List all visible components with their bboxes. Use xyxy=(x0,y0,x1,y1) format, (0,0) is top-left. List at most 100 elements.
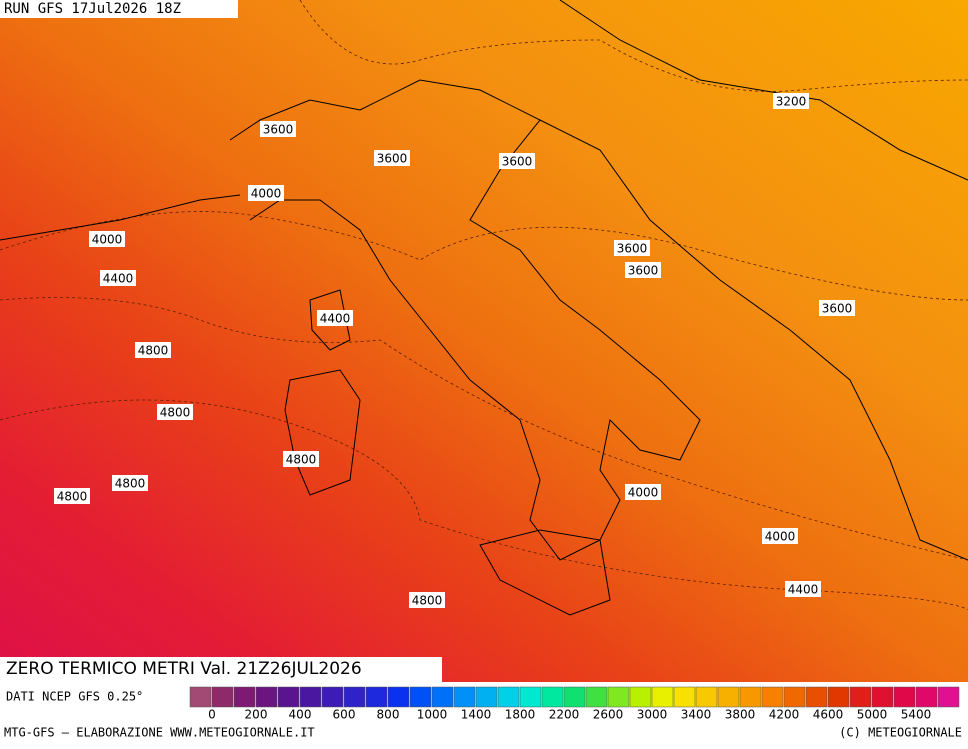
colorbar-swatch xyxy=(937,686,960,708)
source-label: DATI NCEP GFS 0.25° xyxy=(6,690,143,704)
colorbar-swatch xyxy=(541,686,564,708)
contour-labels: 3600 3600 3600 3200 4000 4000 3600 3600 4400 3600… xyxy=(54,93,855,608)
colorbar-swatch xyxy=(365,686,388,708)
contour-label-box xyxy=(614,240,650,256)
colorbar-swatch xyxy=(585,686,608,708)
colorbar: 0 200 400 600 800 1000 1400 1800 2200 2600 3000 340… xyxy=(189,686,960,722)
colorbar-swatch xyxy=(475,686,498,708)
colorbar-swatch xyxy=(387,686,410,708)
colorbar-label: 3400 xyxy=(681,708,712,722)
contour-label-box xyxy=(773,93,809,109)
colorbar-swatch xyxy=(849,686,872,708)
contour-label-box xyxy=(317,310,353,326)
contour-label: 3600 xyxy=(617,242,648,256)
contour-label-box xyxy=(112,475,148,491)
colorbar-label: 4600 xyxy=(813,708,844,722)
colorbar-label: 1400 xyxy=(461,708,492,722)
contour-label-box xyxy=(248,185,284,201)
colorbar-label: 1800 xyxy=(505,708,536,722)
colorbar-swatch xyxy=(717,686,740,708)
colorbar-label: 1000 xyxy=(417,708,448,722)
contour-label: 4800 xyxy=(286,453,317,467)
contour-label-box xyxy=(100,270,136,286)
contour-label: 3600 xyxy=(377,152,408,166)
contour-label: 3600 xyxy=(502,155,533,169)
colorbar-label: 5000 xyxy=(857,708,888,722)
colorbar-swatch xyxy=(607,686,630,708)
contour-label: 3600 xyxy=(263,123,294,137)
contour-label-box xyxy=(499,153,535,169)
colorbar-swatch xyxy=(189,686,212,708)
contour-label: 3600 xyxy=(822,302,853,316)
contour-label: 4400 xyxy=(788,583,819,597)
colorbar-swatch xyxy=(761,686,784,708)
colorbar-swatch xyxy=(739,686,762,708)
colorbar-swatch xyxy=(629,686,652,708)
colorbar-swatch xyxy=(651,686,674,708)
colorbar-swatch xyxy=(497,686,520,708)
contour-label: 4800 xyxy=(57,490,88,504)
contour-label-box xyxy=(89,231,125,247)
contour-label-box xyxy=(135,342,171,358)
footer-left: MTG-GFS — ELABORAZIONE WWW.METEOGIORNALE… xyxy=(4,726,315,740)
contour-label-box xyxy=(819,300,855,316)
contour-label: 3200 xyxy=(776,95,807,109)
colorbar-swatch xyxy=(233,686,256,708)
colorbar-swatch xyxy=(805,686,828,708)
contour-label: 4400 xyxy=(320,312,351,326)
contours xyxy=(0,0,968,620)
contour-label-box xyxy=(157,404,193,420)
contour-label-box xyxy=(625,484,661,500)
colorbar-label: 800 xyxy=(377,708,400,722)
contour-label: 3600 xyxy=(628,264,659,278)
colorbar-label: 2200 xyxy=(549,708,580,722)
colorbar-swatch xyxy=(563,686,586,708)
colorbar-label: 4200 xyxy=(769,708,800,722)
contour-label: 4000 xyxy=(251,187,282,201)
colorbar-label: 200 xyxy=(245,708,268,722)
contour-label: 4800 xyxy=(115,477,146,491)
colorbar-swatch xyxy=(431,686,454,708)
contour-label: 4800 xyxy=(138,344,169,358)
contour-label: 4800 xyxy=(160,406,191,420)
contour-label-box xyxy=(374,150,410,166)
colorbar-swatch xyxy=(827,686,850,708)
contour-label: 4800 xyxy=(412,594,443,608)
contour-label: 4400 xyxy=(103,272,134,286)
colorbar-label: 400 xyxy=(289,708,312,722)
footer-right: (C) METEOGIORNALE xyxy=(839,726,962,740)
contour-label-box xyxy=(625,262,661,278)
colorbar-label: 3000 xyxy=(637,708,668,722)
colorbar-swatch xyxy=(519,686,542,708)
field xyxy=(0,0,968,682)
colorbar-swatch xyxy=(695,686,718,708)
colorbar-swatch xyxy=(299,686,322,708)
contour-label-box xyxy=(283,451,319,467)
colorbar-swatch xyxy=(277,686,300,708)
colorbar-label: 0 xyxy=(208,708,216,722)
colorbar-swatch xyxy=(673,686,696,708)
contour-label-box xyxy=(409,592,445,608)
colorbar-swatch xyxy=(453,686,476,708)
contour-label-box xyxy=(785,581,821,597)
colorbar-label: 600 xyxy=(333,708,356,722)
contour-label: 4000 xyxy=(765,530,796,544)
map-title: ZERO TERMICO METRI Val. 21Z26JUL2026 xyxy=(6,659,362,679)
coastlines xyxy=(0,0,968,616)
contour-label: 4000 xyxy=(628,486,659,500)
colorbar-swatch xyxy=(783,686,806,708)
colorbar-swatch xyxy=(343,686,366,708)
colorbar-swatch xyxy=(893,686,916,708)
colorbar-swatch xyxy=(871,686,894,708)
run-label: RUN GFS 17Jul2026 18Z xyxy=(4,1,181,17)
colorbar-swatch xyxy=(211,686,234,708)
contour-label-box xyxy=(762,528,798,544)
colorbar-swatch xyxy=(321,686,344,708)
colorbar-swatch xyxy=(255,686,278,708)
colorbar-label: 5400 xyxy=(901,708,932,722)
run-box xyxy=(0,0,238,18)
colorbar-swatch xyxy=(409,686,432,708)
contour-label-box xyxy=(54,488,90,504)
title-box xyxy=(0,657,442,682)
